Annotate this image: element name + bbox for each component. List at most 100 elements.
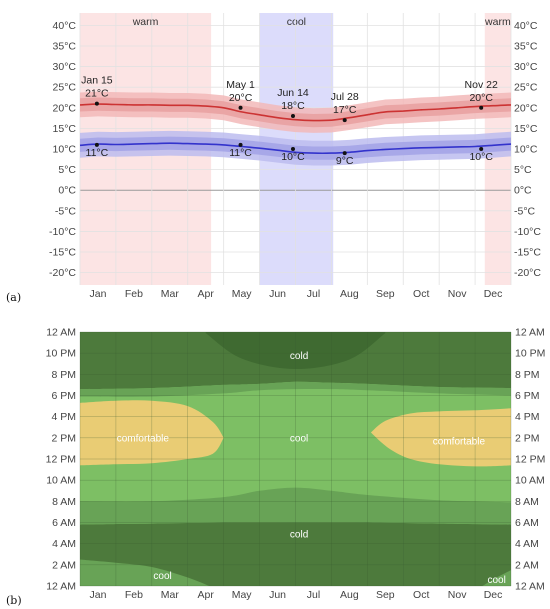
annotation-dot	[342, 118, 347, 123]
annotation-value: 20°C	[469, 92, 493, 104]
y-tick-label-right: 0°C	[514, 185, 532, 197]
hour-label-right: 4 AM	[515, 538, 539, 550]
hour-label-right: 4 PM	[515, 411, 540, 423]
low-temp-line	[79, 142, 512, 155]
hour-label-left: 10 PM	[46, 348, 76, 360]
month-label: Nov	[448, 589, 467, 601]
month-label: May	[232, 288, 253, 300]
month-label: Oct	[413, 589, 429, 601]
annotation-value: 10°C	[469, 151, 493, 163]
cold-region-night	[80, 522, 511, 586]
annotation-dot	[290, 114, 295, 119]
month-label: Mar	[161, 589, 180, 601]
comfortable-region-winter	[80, 400, 224, 466]
annotation-dot	[94, 101, 99, 106]
panel-label-b: (b)	[6, 594, 22, 607]
month-label: Aug	[340, 288, 359, 300]
y-tick-label-left: 40°C	[53, 20, 77, 32]
y-tick-label-left: 30°C	[53, 61, 77, 73]
zone-label-cool: cool	[153, 571, 171, 582]
season-label-cool: cool	[287, 16, 306, 28]
y-tick-label-right: 40°C	[514, 20, 538, 32]
season-label-warm: warm	[484, 16, 511, 28]
hour-label-left: 8 PM	[51, 369, 76, 381]
annotation-date: Jun 14	[277, 87, 309, 99]
month-label: Jan	[89, 589, 106, 601]
annotation-date: May 1	[226, 79, 255, 91]
annotation-dot	[342, 151, 347, 156]
y-tick-label-right: 20°C	[514, 102, 538, 114]
annotation-dot	[290, 147, 295, 151]
zone-label-cold: cold	[290, 530, 308, 541]
annotation-dot	[238, 142, 243, 147]
zone-label-comfortable: comfortable	[117, 433, 170, 444]
zone-label-comfortable: comfortable	[433, 437, 486, 448]
hour-label-right: 8 AM	[515, 496, 539, 508]
y-tick-label-right: 35°C	[514, 40, 538, 52]
annotation-value: 17°C	[333, 104, 357, 116]
cool-band-evening	[80, 381, 511, 397]
y-tick-label-left: -5°C	[55, 205, 77, 217]
month-label: Aug	[340, 589, 359, 601]
hour-label-left: 12 AM	[46, 327, 76, 339]
hour-label-left: 2 AM	[52, 559, 76, 571]
annotation-value: 21°C	[85, 88, 109, 100]
y-tick-label-left: 35°C	[53, 40, 77, 52]
cool-region-early-morning	[80, 559, 210, 586]
hour-label-right: 6 PM	[515, 390, 540, 402]
y-tick-label-right: -20°C	[514, 267, 541, 279]
hour-label-right: 12 AM	[515, 581, 545, 593]
y-tick-label-right: 25°C	[514, 82, 538, 94]
y-tick-label-left: 10°C	[53, 144, 77, 156]
zone-label-cold: cold	[290, 351, 308, 362]
cool-band-morning	[80, 487, 511, 525]
y-tick-label-left: 5°C	[58, 164, 76, 176]
season-label-warm: warm	[132, 16, 159, 28]
hour-label-right: 2 PM	[515, 432, 540, 444]
month-label: Sep	[376, 589, 395, 601]
annotation-date: Jan 15	[81, 75, 113, 87]
panel-label-a: (a)	[6, 291, 21, 304]
comfort-heatmap: 12 AM 12 AM 2 AM 2 AM 4 AM 4 AM 6 AM 6 AM 8 AM 8 …	[46, 327, 546, 602]
month-label: Jun	[269, 288, 286, 300]
coldest-region-summer-night	[205, 332, 386, 370]
hour-label-right: 12 PM	[515, 454, 545, 466]
annotation-dot	[479, 147, 484, 151]
hour-label-right: 12 AM	[515, 327, 545, 339]
annotation-dot	[238, 105, 243, 110]
y-tick-label-right: 5°C	[514, 164, 532, 176]
annotation-dot	[94, 142, 99, 147]
y-tick-label-left: 25°C	[53, 82, 77, 94]
month-label: Feb	[125, 288, 143, 300]
hour-label-right: 2 AM	[515, 559, 539, 571]
hour-label-left: 8 AM	[52, 496, 76, 508]
zone-label-cool: cool	[290, 433, 308, 444]
month-label: Apr	[198, 288, 215, 300]
hour-label-right: 10 AM	[515, 475, 545, 487]
y-tick-label-right: 15°C	[514, 123, 538, 135]
y-tick-label-right: -5°C	[514, 205, 536, 217]
month-label: Oct	[413, 288, 429, 300]
annotation-value: 18°C	[281, 100, 305, 112]
annotation-value: 9°C	[336, 155, 354, 167]
y-tick-label-right: 10°C	[514, 144, 538, 156]
hour-label-left: 4 AM	[52, 538, 76, 550]
annotation-date: Nov 22	[465, 79, 498, 91]
hour-label-left: 6 AM	[52, 517, 76, 529]
month-label: May	[232, 589, 253, 601]
hour-label-left: 4 PM	[51, 411, 76, 423]
y-tick-label-left: -10°C	[49, 226, 76, 238]
annotation-date: Jul 28	[331, 91, 359, 103]
annotation-value: 11°C	[86, 147, 109, 159]
y-tick-label-right: 30°C	[514, 61, 538, 73]
hour-label-left: 12 AM	[46, 581, 76, 593]
hour-label-right: 10 PM	[515, 348, 545, 360]
high-temp-line	[79, 103, 512, 122]
month-label: Dec	[484, 288, 503, 300]
month-label: Sep	[376, 288, 395, 300]
month-label: Apr	[198, 589, 215, 601]
y-tick-label-left: -20°C	[49, 267, 76, 279]
y-tick-label-left: 20°C	[53, 102, 77, 114]
series-band	[80, 136, 511, 160]
